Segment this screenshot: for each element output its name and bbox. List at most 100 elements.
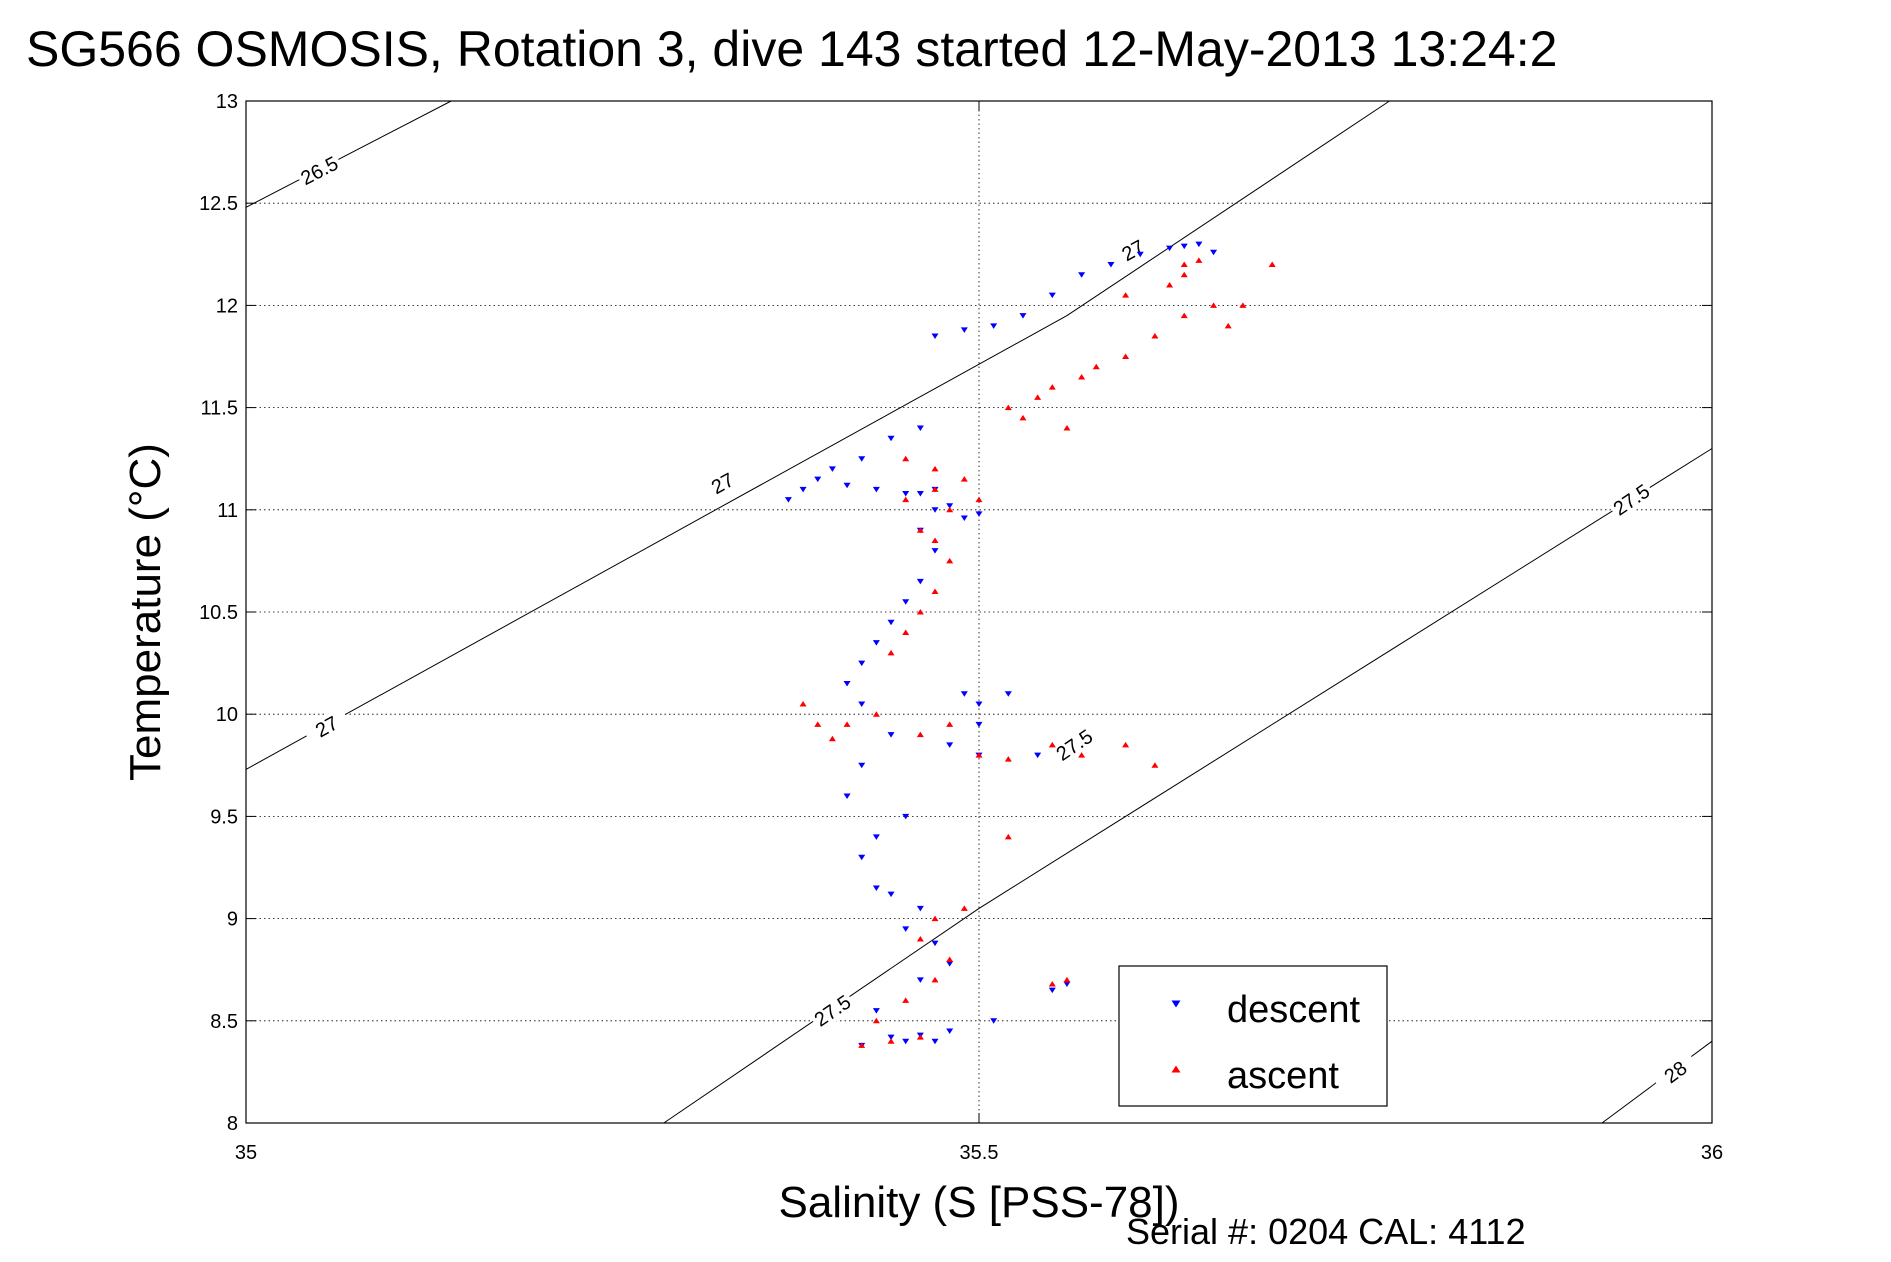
isopycnal-label-bg-2-1 [1049, 723, 1099, 767]
isopycnal-label-bg-0-0 [294, 150, 344, 191]
isopycnal-label-bg-1-2 [1108, 229, 1158, 271]
ascent-points [799, 257, 1276, 1048]
ascent-point-11 [1048, 981, 1056, 987]
y-axis-ticks: 8 8.5 9 9.5 10 10.5 11 11.5 12 12.5 13 [199, 91, 1712, 1135]
descent-point-16 [872, 834, 880, 840]
descent-point-0 [931, 1038, 939, 1045]
descent-point-64 [1195, 241, 1203, 248]
descent-point-23 [858, 660, 866, 667]
y-tick-label-1: 8.5 [210, 1011, 238, 1033]
descent-point-57 [931, 333, 939, 340]
descent-point-42 [960, 515, 968, 521]
descent-point-54 [1063, 981, 1071, 988]
descent-point-45 [916, 490, 924, 497]
x-tick-label-0: 35 [235, 1142, 257, 1164]
ascent-point-55 [1180, 261, 1188, 268]
descent-point-36 [784, 497, 792, 503]
ascent-point-32 [916, 527, 924, 533]
x-tick-label-1: 35.5 [960, 1142, 999, 1164]
y-tick-label-4: 10 [216, 704, 238, 726]
descent-point-49 [975, 721, 983, 728]
legend-ascent-label: ascent [1227, 1055, 1339, 1097]
ascent-point-43 [1078, 373, 1086, 380]
descent-point-35 [799, 486, 807, 493]
ascent-point-29 [931, 588, 939, 595]
descent-point-26 [902, 599, 910, 605]
descent-point-8 [916, 977, 924, 983]
y-tick-label-2: 9 [227, 909, 238, 931]
descent-point-18 [843, 793, 851, 799]
descent-point-15 [858, 854, 866, 861]
ascent-point-31 [931, 537, 939, 543]
descent-point-7 [872, 1008, 880, 1014]
chart-title: SG566 OSMOSIS, Rotation 3, dive 143 star… [26, 21, 1557, 77]
descent-point-48 [1004, 691, 1012, 697]
descent-point-62 [1136, 251, 1144, 258]
descent-point-61 [1107, 262, 1115, 268]
ascent-point-53 [1122, 292, 1130, 298]
ascent-point-6 [946, 956, 954, 962]
descent-point-10 [931, 940, 939, 947]
descent-point-37 [828, 466, 836, 472]
descent-point-27 [916, 578, 924, 585]
ascent-point-28 [916, 609, 924, 615]
ascent-point-19 [946, 721, 954, 727]
ascent-point-25 [1151, 762, 1159, 768]
ascent-point-14 [814, 721, 822, 727]
descent-point-63 [1166, 245, 1174, 252]
descent-point-60 [1078, 272, 1086, 278]
ascent-point-48 [1151, 333, 1159, 339]
ascent-point-5 [931, 976, 939, 983]
descent-point-6 [990, 1018, 998, 1024]
ascent-point-57 [1195, 257, 1203, 263]
descent-point-30 [931, 507, 939, 513]
descent-point-12 [916, 905, 924, 912]
ascent-point-7 [916, 936, 924, 942]
ascent-point-18 [916, 731, 924, 738]
descent-point-25 [887, 619, 895, 626]
legend-ascent-marker [1171, 1065, 1181, 1073]
ascent-point-41 [1034, 394, 1042, 400]
isopycnal-label-bg-2-2 [1606, 478, 1656, 522]
ascent-point-2 [916, 1034, 924, 1040]
ascent-point-8 [931, 915, 939, 922]
ascent-point-16 [843, 721, 851, 727]
y-tick-label-5: 10.5 [199, 602, 238, 624]
ascent-point-51 [1239, 302, 1247, 308]
descent-point-22 [843, 681, 851, 687]
descent-point-33 [843, 482, 851, 489]
descent-point-19 [858, 762, 866, 769]
ascent-point-22 [1048, 741, 1056, 748]
ascent-point-26 [887, 649, 895, 656]
legend: descent ascent [1118, 965, 1388, 1107]
ascent-point-23 [1078, 752, 1086, 758]
descent-point-50 [946, 742, 954, 748]
legend-descent-marker [1171, 1000, 1181, 1008]
y-tick-label-9: 12.5 [199, 193, 238, 215]
ascent-point-10 [1004, 833, 1012, 840]
ascent-point-38 [931, 465, 939, 472]
legend-box [1118, 965, 1388, 1107]
x-tick-label-2: 36 [1701, 1142, 1723, 1164]
descent-point-41 [975, 511, 983, 517]
grid-lines [246, 101, 1712, 1123]
ascent-point-36 [975, 496, 983, 503]
ascent-point-27 [902, 629, 910, 635]
descent-point-55 [990, 323, 998, 329]
ascent-point-52 [1224, 322, 1232, 329]
ascent-point-12 [1063, 976, 1071, 983]
ascent-point-33 [946, 506, 954, 513]
descent-point-38 [858, 456, 866, 462]
descent-point-47 [975, 701, 983, 707]
x-axis-ticks: 35 35.5 36 [235, 101, 1723, 1164]
ascent-point-45 [1063, 425, 1071, 431]
descent-point-24 [872, 640, 880, 646]
descent-point-14 [872, 885, 880, 891]
descent-point-17 [902, 813, 910, 820]
ascent-point-21 [1004, 756, 1012, 762]
y-tick-label-6: 11 [217, 500, 238, 522]
descent-point-21 [858, 701, 866, 707]
descent-point-39 [887, 435, 895, 442]
ascent-point-39 [902, 455, 910, 462]
